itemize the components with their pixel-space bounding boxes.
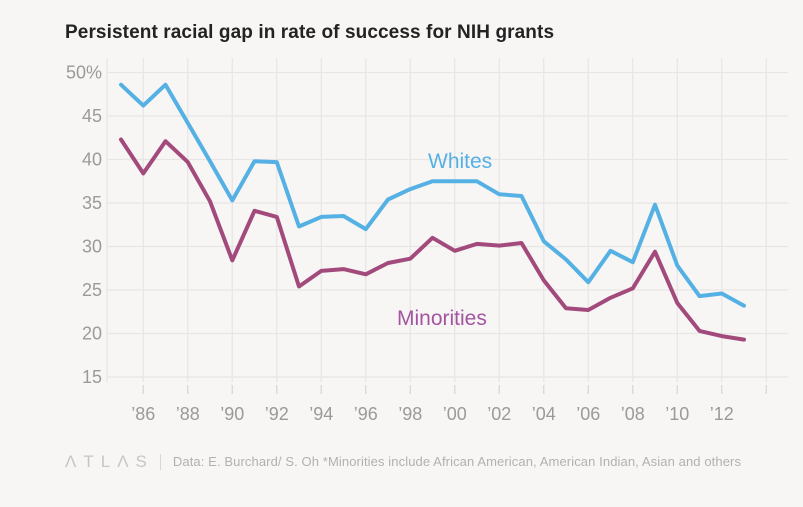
source-note: Data: E. Burchard/ S. Oh *Minorities inc… (172, 454, 742, 469)
x-axis-label: ’06 (576, 404, 600, 424)
series-line-minorities (119, 137, 746, 342)
footer-separator-divider (159, 454, 161, 470)
page-title: Persistent racial gap in rate of success… (65, 22, 555, 43)
x-axis-label: ’92 (265, 404, 289, 424)
atlas-logo: ΛTLΛS (65, 452, 154, 471)
x-axis-label: ’98 (398, 404, 422, 424)
x-axis-label: ’00 (443, 404, 467, 424)
series-line-whites (119, 82, 746, 308)
series-label-minorities: Minorities (397, 307, 487, 330)
y-axis-label: 25 (82, 280, 102, 300)
x-axis-label: ’12 (710, 404, 734, 424)
x-axis-label: ’08 (621, 404, 645, 424)
x-axis-label: ’04 (532, 404, 556, 424)
y-axis-label: 40 (82, 150, 102, 170)
y-axis-label: 35 (82, 193, 102, 213)
x-axis-label: ’10 (665, 404, 689, 424)
y-axis-label: 50% (66, 63, 102, 83)
x-axis-label: ’86 (131, 404, 155, 424)
series-label-whites: Whites (428, 150, 492, 173)
x-axis-label: ’02 (487, 404, 511, 424)
x-axis-label: ’90 (220, 404, 244, 424)
x-axis-label: ’96 (354, 404, 378, 424)
line-chart: 50% 45 40 35 30 25 20 15 ’86 ’88 ’90 ’92 ’94 ’96 ’98 ’0… (66, 58, 788, 424)
footer: ΛTLΛS Data: E. Burchard/ S. Oh *Minoriti… (65, 452, 741, 472)
y-axis-label: 45 (82, 106, 102, 126)
x-axis-label: ’88 (176, 404, 200, 424)
y-axis-label: 15 (82, 367, 102, 387)
y-axis-label: 20 (82, 324, 102, 344)
y-axis-label: 30 (82, 237, 102, 257)
x-axis-label: ’94 (309, 404, 333, 424)
